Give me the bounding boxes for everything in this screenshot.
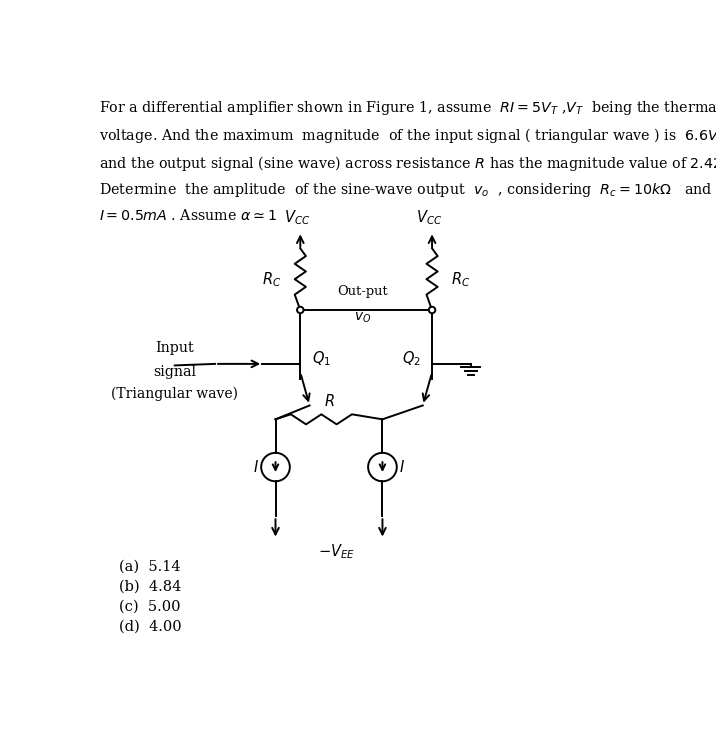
Text: (a)  5.14: (a) 5.14 [119, 560, 180, 574]
Text: For a differential amplifier shown in Figure 1, assume  $RI = 5V_T$ ,$V_T$  bein: For a differential amplifier shown in Fi… [99, 99, 716, 117]
Text: Input: Input [155, 341, 194, 355]
Text: Out-put: Out-put [338, 285, 389, 298]
Text: $V_{CC}$: $V_{CC}$ [284, 208, 310, 227]
Text: (d)  4.00: (d) 4.00 [119, 619, 182, 634]
Text: $R_C$: $R_C$ [262, 270, 281, 289]
Text: signal: signal [153, 366, 196, 379]
Text: $V_{CC}$: $V_{CC}$ [416, 208, 442, 227]
Text: (b)  4.84: (b) 4.84 [119, 580, 181, 593]
Text: $-V_{EE}$: $-V_{EE}$ [318, 542, 355, 561]
Text: $R_C$: $R_C$ [450, 270, 470, 289]
Text: $I$: $I$ [253, 459, 258, 475]
Circle shape [297, 307, 304, 313]
Text: $R$: $R$ [324, 393, 334, 409]
Text: $I = 0.5mA$ . Assume $\alpha \simeq 1$: $I = 0.5mA$ . Assume $\alpha \simeq 1$ [99, 209, 277, 224]
Text: $I$: $I$ [400, 459, 405, 475]
Text: and the output signal (sine wave) across resistance $R$ has the magnitude value : and the output signal (sine wave) across… [99, 153, 716, 173]
Text: (Triangular wave): (Triangular wave) [111, 387, 238, 402]
Circle shape [429, 307, 435, 313]
Text: $Q_1$: $Q_1$ [312, 349, 331, 368]
Text: $Q_2$: $Q_2$ [402, 349, 420, 368]
Text: voltage. And the maximum  magnitude  of the input signal ( triangular wave ) is : voltage. And the maximum magnitude of th… [99, 126, 716, 145]
Text: Determine  the amplitude  of the sine-wave output  $v_o$  , considering  $R_c = : Determine the amplitude of the sine-wave… [99, 181, 712, 199]
Text: $v_O$: $v_O$ [354, 310, 372, 325]
Text: (c)  5.00: (c) 5.00 [119, 599, 180, 613]
